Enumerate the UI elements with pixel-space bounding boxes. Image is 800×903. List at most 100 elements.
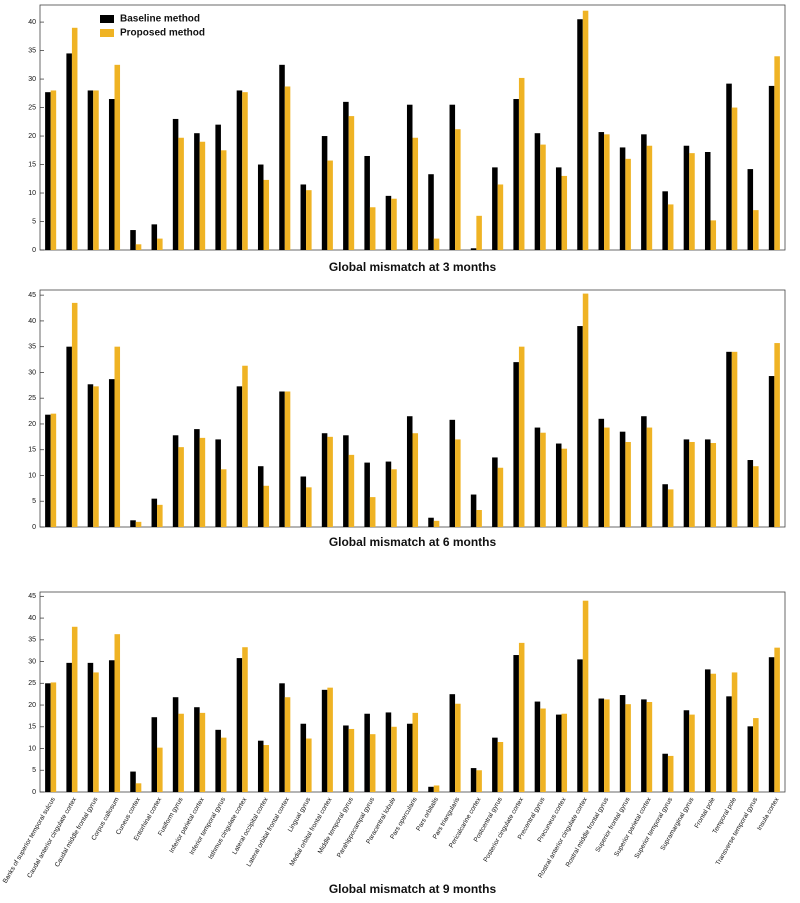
y-tick-label: 10 <box>28 190 36 197</box>
bar <box>178 713 184 792</box>
bar <box>130 230 136 250</box>
bar <box>284 697 291 792</box>
bar <box>45 683 51 792</box>
bar <box>641 416 647 527</box>
bar <box>66 346 72 527</box>
x-tick-label: Superior temporal gyrus <box>633 796 674 860</box>
bar <box>257 740 264 792</box>
y-tick-label: 30 <box>28 76 36 83</box>
bar <box>662 191 668 250</box>
bar <box>369 734 376 792</box>
bar <box>470 248 477 250</box>
bar <box>279 391 285 527</box>
bar <box>598 698 605 792</box>
x-tick-label: Lateral orbital frontal cortex <box>246 796 292 868</box>
bar <box>114 634 121 792</box>
bar <box>768 376 775 527</box>
x-tick-label: Parahippocampal gyrus <box>336 796 377 859</box>
bar <box>704 669 711 792</box>
bar <box>449 419 456 527</box>
bar <box>45 414 51 527</box>
y-tick-label: 0 <box>32 524 36 531</box>
bar <box>385 712 392 792</box>
bar <box>731 107 738 250</box>
bar <box>257 466 264 527</box>
bar <box>71 302 78 527</box>
bar <box>534 427 541 527</box>
bar <box>726 351 732 527</box>
bar <box>534 701 541 792</box>
bar <box>50 90 57 250</box>
bar <box>710 220 717 250</box>
bar <box>753 210 759 250</box>
bar <box>582 600 589 792</box>
y-tick-label: 35 <box>28 344 36 351</box>
bar <box>194 707 200 792</box>
bar <box>108 660 115 792</box>
bar <box>641 134 647 250</box>
y-tick-label: 40 <box>28 615 36 622</box>
bar <box>598 418 605 527</box>
bar <box>774 647 780 792</box>
bar <box>476 215 482 250</box>
bar <box>327 160 333 250</box>
bar <box>306 487 312 527</box>
bar <box>667 204 674 250</box>
y-tick-label: 0 <box>32 247 36 254</box>
bar <box>108 379 115 527</box>
bar <box>582 10 589 250</box>
bar <box>87 384 94 527</box>
bar <box>71 626 78 792</box>
bar <box>518 346 525 527</box>
bar <box>215 124 221 250</box>
bar <box>625 441 631 527</box>
bar <box>598 132 605 250</box>
y-tick-label: 45 <box>28 292 36 299</box>
bar <box>774 56 780 250</box>
bar <box>689 441 695 527</box>
chart-title: Global mismatch at 3 months <box>329 260 497 274</box>
bar <box>662 484 668 527</box>
bar <box>646 427 653 527</box>
bar <box>87 90 94 250</box>
bar <box>710 673 717 792</box>
bar <box>343 725 349 792</box>
bar <box>476 770 482 792</box>
bar <box>135 244 142 250</box>
bar <box>199 141 206 250</box>
chart-title: Global mismatch at 6 months <box>329 535 497 549</box>
bar <box>215 439 221 527</box>
bar <box>726 696 732 792</box>
bar <box>178 447 184 527</box>
bar <box>279 64 285 250</box>
y-tick-label: 5 <box>32 218 36 225</box>
bar <box>513 362 519 527</box>
bar <box>726 83 732 251</box>
x-tick-label: Caudal middle frontal gyrus <box>54 796 100 869</box>
y-tick-label: 20 <box>28 702 36 709</box>
y-tick-label: 0 <box>32 789 36 796</box>
bar <box>66 662 72 792</box>
bar <box>449 104 456 250</box>
bar <box>518 642 525 792</box>
bar <box>641 699 647 792</box>
bar <box>71 27 78 251</box>
bar <box>199 712 206 792</box>
bar <box>215 729 221 792</box>
bar <box>683 710 690 792</box>
bar <box>151 717 158 792</box>
x-tick-label: Posterior cingulate cortex <box>482 796 525 864</box>
bar <box>327 436 333 527</box>
bar <box>428 174 434 250</box>
bar <box>130 520 136 527</box>
bar <box>619 695 626 792</box>
y-tick-label: 5 <box>32 498 36 505</box>
bar <box>199 437 206 527</box>
bar <box>242 647 248 792</box>
x-tick-label: Medial orbital frontal cortex <box>288 796 333 868</box>
y-tick-label: 25 <box>28 680 36 687</box>
bar <box>172 697 179 792</box>
bar <box>710 443 717 527</box>
bar <box>321 136 328 250</box>
bar <box>428 786 434 792</box>
